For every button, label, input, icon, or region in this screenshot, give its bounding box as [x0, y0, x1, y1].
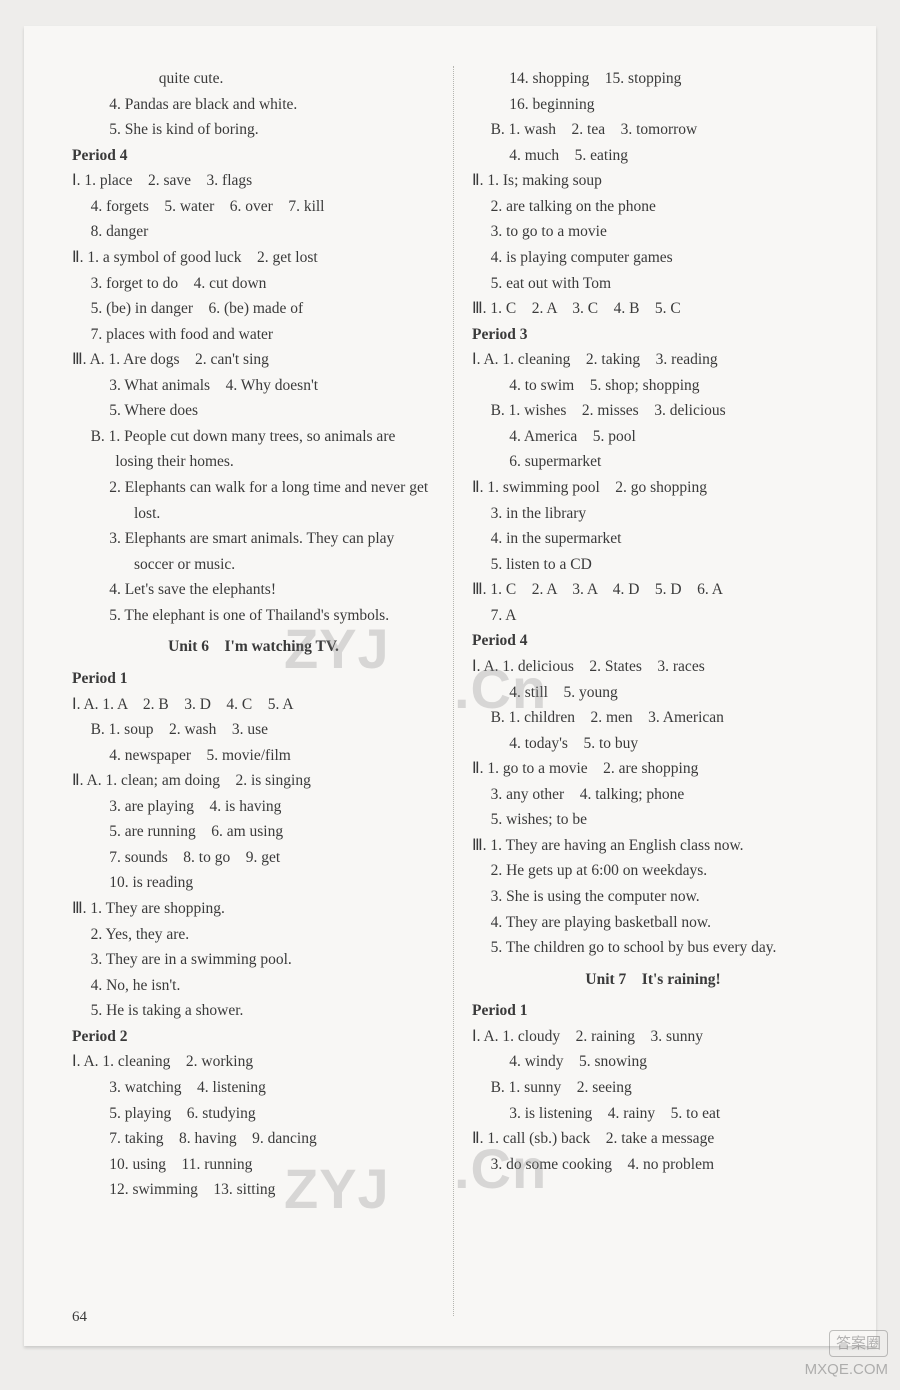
answer-line: 16. beginning [472, 92, 834, 118]
answer-line: 3. are playing 4. is having [72, 794, 435, 820]
answer-line: 7. places with food and water [72, 322, 435, 348]
answer-line: 4. They are playing basketball now. [472, 910, 834, 936]
answer-line: 4. is playing computer games [472, 245, 834, 271]
answer-line: 8. danger [72, 219, 435, 245]
opening-line: quite cute. [72, 66, 435, 92]
answer-line: 12. swimming 13. sitting [72, 1177, 435, 1203]
answer-line: Ⅰ. A. 1. cleaning 2. working [72, 1049, 435, 1075]
answer-line: 14. shopping 15. stopping [472, 66, 834, 92]
unit-heading: Unit 6 I'm watching TV. [72, 634, 435, 660]
answer-line: 3. in the library [472, 501, 834, 527]
answer-line: B. 1. wash 2. tea 3. tomorrow [472, 117, 834, 143]
answer-line: 7. taking 8. having 9. dancing [72, 1126, 435, 1152]
answer-line: 3. to go to a movie [472, 219, 834, 245]
answer-line: 4. newspaper 5. movie/film [72, 743, 435, 769]
answer-line: Ⅲ. 1. C 2. A 3. A 4. D 5. D 6. A [472, 577, 834, 603]
corner-badge: 答案圈 [829, 1330, 888, 1357]
answer-line: Ⅰ. A. 1. cleaning 2. taking 3. reading [472, 347, 834, 373]
answer-line: 3. They are in a swimming pool. [72, 947, 435, 973]
period-heading: Period 4 [472, 628, 834, 654]
answer-line: Ⅱ. A. 1. clean; am doing 2. is singing [72, 768, 435, 794]
answer-line: B. 1. sunny 2. seeing [472, 1075, 834, 1101]
answer-line: Ⅲ. 1. They are having an English class n… [472, 833, 834, 859]
answer-line: Ⅱ. 1. go to a movie 2. are shopping [472, 756, 834, 782]
answer-line: 10. is reading [72, 870, 435, 896]
answer-line: 4. still 5. young [472, 680, 834, 706]
period-heading: Period 4 [72, 143, 435, 169]
period-heading: Period 3 [472, 322, 834, 348]
answer-line: 4. America 5. pool [472, 424, 834, 450]
answer-line: Ⅲ. A. 1. Are dogs 2. can't sing [72, 347, 435, 373]
answer-line: 3. is listening 4. rainy 5. to eat [472, 1101, 834, 1127]
columns: quite cute. 4. Pandas are black and whit… [72, 66, 834, 1316]
period-heading: Period 1 [472, 998, 834, 1024]
answer-line: 5. He is taking a shower. [72, 998, 435, 1024]
answer-line: 4. windy 5. snowing [472, 1049, 834, 1075]
answer-line: 4. much 5. eating [472, 143, 834, 169]
answer-line: Ⅰ. A. 1. cloudy 2. raining 3. sunny [472, 1024, 834, 1050]
answer-line: Ⅱ. 1. call (sb.) back 2. take a message [472, 1126, 834, 1152]
answer-line: 7. A [472, 603, 834, 629]
answer-line: Ⅱ. 1. a symbol of good luck 2. get lost [72, 245, 435, 271]
answer-line: Ⅱ. 1. swimming pool 2. go shopping [472, 475, 834, 501]
answer-line: 5. The children go to school by bus ever… [472, 935, 834, 961]
answer-line: Ⅰ. A. 1. A 2. B 3. D 4. C 5. A [72, 692, 435, 718]
answer-line: 2. Yes, they are. [72, 922, 435, 948]
answer-line: 5. listen to a CD [472, 552, 834, 578]
answer-line: 5. eat out with Tom [472, 271, 834, 297]
answer-line: 4. forgets 5. water 6. over 7. kill [72, 194, 435, 220]
answer-line: 5. wishes; to be [472, 807, 834, 833]
page-container: quite cute. 4. Pandas are black and whit… [24, 26, 876, 1346]
answer-line: 4. in the supermarket [472, 526, 834, 552]
opening-line: 4. Pandas are black and white. [72, 92, 435, 118]
answer-line: B. 1. children 2. men 3. American [472, 705, 834, 731]
answer-line: Ⅱ. 1. Is; making soup [472, 168, 834, 194]
page-number: 64 [72, 1309, 87, 1326]
opening-line: 5. She is kind of boring. [72, 117, 435, 143]
answer-line: Ⅰ. 1. place 2. save 3. flags [72, 168, 435, 194]
answer-line: 2. Elephants can walk for a long time an… [72, 475, 435, 526]
answer-line: 4. to swim 5. shop; shopping [472, 373, 834, 399]
answer-line: B. 1. wishes 2. misses 3. delicious [472, 398, 834, 424]
corner-url: MXQE.COM [805, 1361, 888, 1378]
answer-line: B. 1. soup 2. wash 3. use [72, 717, 435, 743]
answer-line: 3. She is using the computer now. [472, 884, 834, 910]
answer-line: 3. Elephants are smart animals. They can… [72, 526, 435, 577]
answer-line: 3. forget to do 4. cut down [72, 271, 435, 297]
answer-line: 4. today's 5. to buy [472, 731, 834, 757]
answer-line: 2. He gets up at 6:00 on weekdays. [472, 858, 834, 884]
answer-line: 5. (be) in danger 6. (be) made of [72, 296, 435, 322]
period-heading: Period 1 [72, 666, 435, 692]
answer-line: B. 1. People cut down many trees, so ani… [72, 424, 435, 475]
answer-line: 6. supermarket [472, 449, 834, 475]
period-heading: Period 2 [72, 1024, 435, 1050]
answer-line: 3. do some cooking 4. no problem [472, 1152, 834, 1178]
answer-line: 2. are talking on the phone [472, 194, 834, 220]
answer-line: 5. are running 6. am using [72, 819, 435, 845]
answer-line: 3. watching 4. listening [72, 1075, 435, 1101]
answer-line: 3. any other 4. talking; phone [472, 782, 834, 808]
answer-line: 3. What animals 4. Why doesn't [72, 373, 435, 399]
answer-line: Ⅲ. 1. C 2. A 3. C 4. B 5. C [472, 296, 834, 322]
right-column: 14. shopping 15. stopping 16. beginning … [453, 66, 834, 1316]
corner-watermark: 答案圈 MXQE.COM [805, 1330, 888, 1380]
answer-line: 5. Where does [72, 398, 435, 424]
answer-line: Ⅲ. 1. They are shopping. [72, 896, 435, 922]
answer-line: 5. The elephant is one of Thailand's sym… [72, 603, 435, 629]
unit-heading: Unit 7 It's raining! [472, 967, 834, 993]
left-column: quite cute. 4. Pandas are black and whit… [72, 66, 453, 1316]
answer-line: 5. playing 6. studying [72, 1101, 435, 1127]
answer-line: Ⅰ. A. 1. delicious 2. States 3. races [472, 654, 834, 680]
answer-line: 4. Let's save the elephants! [72, 577, 435, 603]
answer-line: 4. No, he isn't. [72, 973, 435, 999]
answer-line: 7. sounds 8. to go 9. get [72, 845, 435, 871]
answer-line: 10. using 11. running [72, 1152, 435, 1178]
